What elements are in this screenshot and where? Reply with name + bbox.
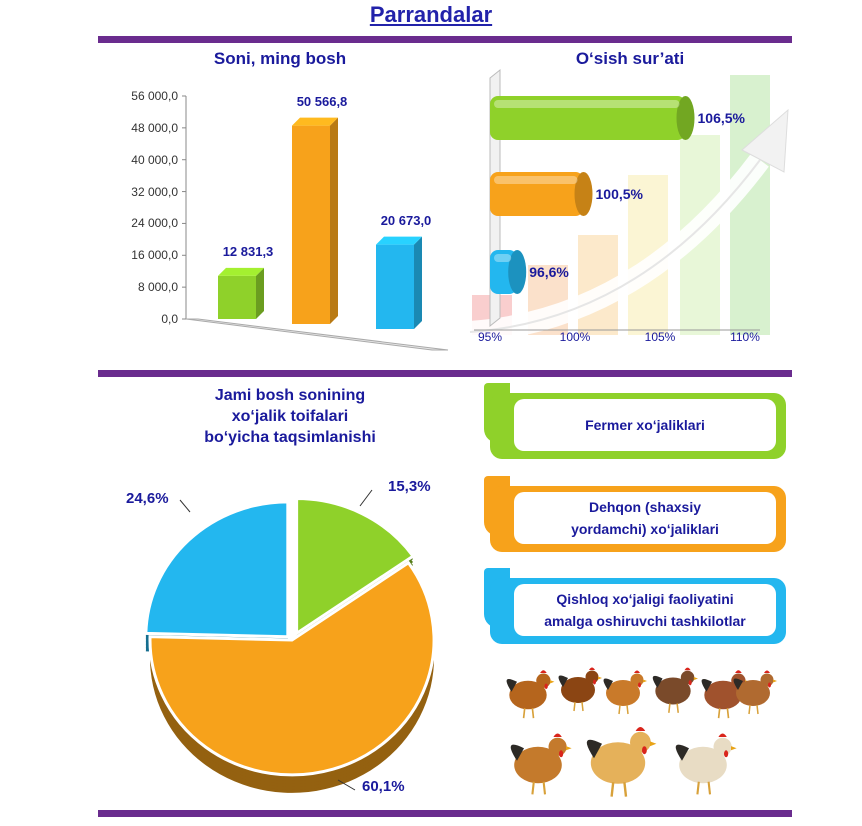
pie-value-label: 15,3% [388, 478, 431, 495]
growth-chart [469, 68, 789, 343]
pie-slice [148, 560, 436, 777]
middle-divider [98, 370, 792, 377]
legend-label: yordamchi) xo‘jaliklari [571, 521, 719, 537]
y-tick-label: 40 000,0 [131, 152, 178, 167]
y-tick-label: 0,0 [161, 312, 178, 326]
y-tick-label: 8 000,0 [137, 280, 178, 295]
page-title: Parrandalar [369, 2, 493, 27]
legend-item: Dehqon (shaxsiy yordamchi) xo‘jaliklari [484, 476, 786, 556]
x-tick-label: 95% [477, 330, 503, 344]
y-tick-label: 48 000,0 [131, 120, 178, 135]
growth-value-label: 100,5% [595, 186, 643, 202]
legend-label: amalga oshiruvchi tashkilotlar [544, 613, 746, 629]
bar [376, 236, 422, 329]
y-tick-label: 24 000,0 [131, 216, 178, 231]
legend-label: Fermer xo‘jaliklari [585, 417, 705, 433]
bar-value-label: 20 673,0 [380, 212, 432, 228]
pie-slice [144, 500, 290, 639]
legend-label-box: Dehqon (shaxsiy yordamchi) xo‘jaliklari [514, 492, 776, 544]
legend-label-box: Qishloq xo‘jaligi faoliyatini amalga oshi… [514, 584, 776, 636]
chicken [558, 667, 602, 712]
top-divider [98, 36, 792, 43]
growth-arrow-head [741, 108, 789, 173]
pie-leader-line [337, 779, 356, 791]
chicken [733, 670, 777, 715]
chicken [586, 727, 657, 797]
chicken [652, 667, 698, 713]
x-tick-label: 110% [730, 330, 760, 344]
pie-chart-title: Jami bosh sonining xo‘jalik toifalari bo… [160, 385, 420, 448]
chicken [675, 733, 737, 795]
pie-title-line: xo‘jalik toifalari [231, 408, 349, 425]
pie-leader-line [179, 499, 191, 513]
y-tick-label: 16 000,0 [131, 248, 178, 263]
growth-value-label: 96,6% [529, 264, 569, 280]
y-tick-label: 56 000,0 [131, 89, 178, 103]
pie-leader-line [359, 489, 373, 507]
legend-label: Qishloq xo‘jaligi faoliyatini [556, 591, 734, 607]
bar-chart [182, 95, 449, 351]
chicken [510, 733, 572, 795]
x-tick-label: 105% [644, 330, 676, 344]
growth-chart-title: O‘sish sur’ati [575, 49, 685, 68]
bar-value-label: 50 566,8 [296, 93, 348, 109]
x-tick-label: 100% [559, 330, 591, 344]
chickens-illustration [506, 667, 777, 797]
bar [218, 267, 264, 319]
pie-value-label: 60,1% [362, 778, 405, 795]
bar-chart-title: Soni, ming bosh [213, 49, 347, 68]
pie-slice [295, 496, 416, 637]
growth-bar [490, 250, 527, 294]
growth-arrow-edge [469, 159, 761, 333]
y-tick-label: 32 000,0 [131, 184, 178, 199]
bottom-divider [98, 810, 792, 817]
growth-value-label: 106,5% [697, 110, 745, 126]
bar-value-label: 12 831,3 [222, 243, 274, 259]
legend-label-box: Fermer xo‘jaliklari [514, 399, 776, 451]
pie-value-label: 24,6% [126, 490, 169, 507]
chicken [506, 670, 555, 719]
pie-title-line: bo‘yicha taqsimlanishi [204, 429, 376, 446]
growth-bar [490, 96, 695, 140]
bar [292, 117, 338, 325]
pie-title-line: Jami bosh sonining [214, 387, 366, 404]
legend-label: Dehqon (shaxsiy [588, 499, 702, 515]
chart-floor [185, 318, 449, 351]
legend-item: Qishloq xo‘jaligi faoliyatini amalga oshi… [484, 568, 786, 648]
legend-item: Fermer xo‘jaliklari [484, 383, 786, 463]
growth-bar [490, 172, 593, 216]
chicken [603, 670, 647, 715]
